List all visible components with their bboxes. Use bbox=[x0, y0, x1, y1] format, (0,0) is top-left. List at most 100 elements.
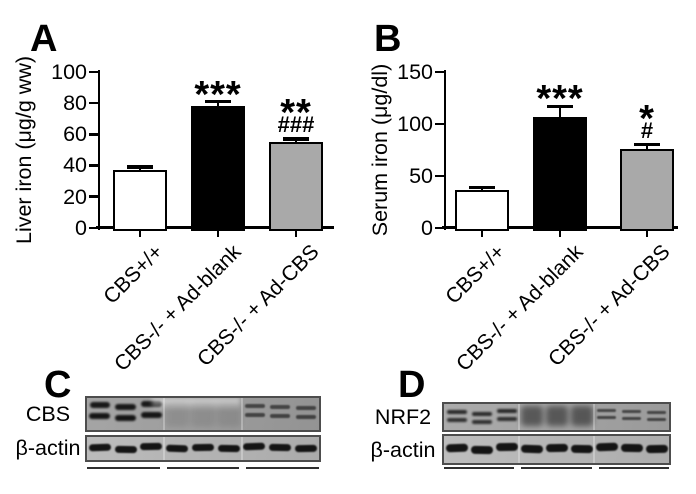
panel-letter-d: D bbox=[398, 364, 426, 406]
y-tick-label: 0 bbox=[421, 215, 433, 240]
group-underline bbox=[521, 466, 592, 470]
group-underline bbox=[166, 466, 240, 470]
blot-band bbox=[621, 409, 642, 413]
error-bar-cap bbox=[469, 185, 495, 190]
group-underline bbox=[598, 466, 669, 470]
lane-group-gap bbox=[593, 436, 595, 463]
blot-band bbox=[570, 406, 593, 427]
blot-row-label-beta-actin-c: β-actin bbox=[15, 436, 81, 460]
group-underline bbox=[444, 466, 515, 470]
significance-hash: # bbox=[640, 117, 654, 143]
blot-band bbox=[296, 415, 317, 419]
y-tick-mark bbox=[435, 122, 444, 126]
y-tick-mark bbox=[89, 195, 98, 198]
blot-band bbox=[495, 442, 518, 452]
blot-band bbox=[646, 410, 667, 414]
error-bar-line bbox=[645, 144, 649, 151]
bar-CBS-/- + Ad-blank bbox=[533, 116, 587, 231]
y-tick-mark bbox=[435, 70, 444, 74]
panel-letter-c: C bbox=[44, 364, 72, 406]
bar-CBS-/- + Ad-CBS bbox=[620, 148, 674, 231]
blot-band bbox=[115, 404, 136, 411]
bar-CBS-/- + Ad-blank bbox=[191, 106, 245, 231]
blot-band bbox=[270, 405, 291, 409]
x-tick-mark bbox=[138, 229, 142, 238]
y-tick-mark bbox=[89, 226, 98, 230]
blot-band bbox=[244, 404, 265, 408]
x-tick-mark bbox=[216, 229, 220, 238]
blot-band bbox=[244, 413, 265, 417]
blot-band bbox=[646, 418, 667, 422]
blot-band bbox=[89, 402, 111, 409]
y-tick-label: 60 bbox=[63, 122, 87, 147]
x-tick-mark bbox=[294, 229, 298, 238]
group-underline bbox=[87, 466, 160, 470]
error-bar-cap bbox=[547, 104, 573, 109]
blot-band bbox=[446, 417, 467, 422]
blot-row-label-nrf2: NRF2 bbox=[374, 405, 432, 429]
y-tick-label: 100 bbox=[51, 60, 87, 84]
x-tick-mark bbox=[645, 229, 649, 238]
blot-band bbox=[520, 406, 543, 427]
error-bar-cap bbox=[205, 100, 231, 104]
error-bar-line bbox=[294, 138, 298, 145]
blot-band bbox=[470, 445, 493, 455]
bar-CBS+/+ bbox=[113, 170, 167, 231]
blot-band bbox=[141, 401, 162, 408]
y-tick-label: 40 bbox=[63, 153, 87, 178]
blot-band bbox=[596, 408, 617, 412]
y-tick-mark bbox=[435, 174, 444, 178]
blot-band bbox=[471, 412, 492, 416]
lane-group-gap bbox=[518, 404, 520, 430]
blot-row-label-beta-actin-d: β-actin bbox=[370, 438, 436, 462]
y-tick-mark bbox=[89, 70, 98, 74]
lane-group-gap bbox=[240, 398, 243, 430]
error-bar-line bbox=[138, 167, 142, 173]
blot-band bbox=[496, 409, 517, 413]
blot-membrane-CBS bbox=[85, 396, 321, 432]
error-bar-line bbox=[216, 101, 220, 109]
y-tick-mark bbox=[435, 226, 444, 230]
y-tick-mark bbox=[89, 133, 98, 136]
lane-group-gap bbox=[518, 436, 520, 463]
blot-band bbox=[545, 406, 568, 427]
blot-membrane-β-actin bbox=[85, 435, 321, 462]
blot-row-label-cbs: CBS bbox=[25, 402, 71, 426]
error-bar-cap bbox=[634, 143, 660, 147]
lane-group-gap bbox=[240, 437, 243, 460]
bar-CBS+/+ bbox=[455, 190, 509, 231]
blot-band bbox=[620, 443, 643, 453]
blot-band bbox=[115, 414, 137, 422]
blot-band bbox=[296, 406, 317, 410]
blot-membrane-NRF2 bbox=[442, 402, 671, 432]
blot-band bbox=[545, 443, 568, 453]
blot-band bbox=[596, 416, 617, 420]
error-bar-cap bbox=[283, 137, 309, 141]
panel-letter-b: B bbox=[374, 18, 402, 60]
y-tick-label: 50 bbox=[409, 163, 433, 188]
blot-band bbox=[446, 410, 467, 414]
y-tick-mark bbox=[89, 101, 98, 105]
y-tick-label: 150 bbox=[397, 60, 433, 84]
panel-letter-a: A bbox=[30, 18, 58, 60]
blot-band bbox=[270, 414, 291, 418]
blot-membrane-β-actin bbox=[442, 434, 671, 465]
blot-band bbox=[89, 412, 111, 420]
blot-band bbox=[621, 417, 642, 421]
membrane-highlight bbox=[151, 398, 241, 412]
blot-band bbox=[140, 411, 162, 419]
x-tick-mark bbox=[558, 229, 562, 238]
x-tick-mark bbox=[480, 229, 484, 238]
blot-band bbox=[471, 419, 492, 424]
bar-CBS-/- + Ad-CBS bbox=[269, 142, 323, 231]
blot-band bbox=[520, 444, 543, 454]
y-tick-label: 80 bbox=[63, 91, 87, 116]
y-axis-line bbox=[97, 70, 101, 230]
error-bar-line bbox=[480, 187, 484, 193]
error-bar-cap bbox=[127, 165, 153, 169]
